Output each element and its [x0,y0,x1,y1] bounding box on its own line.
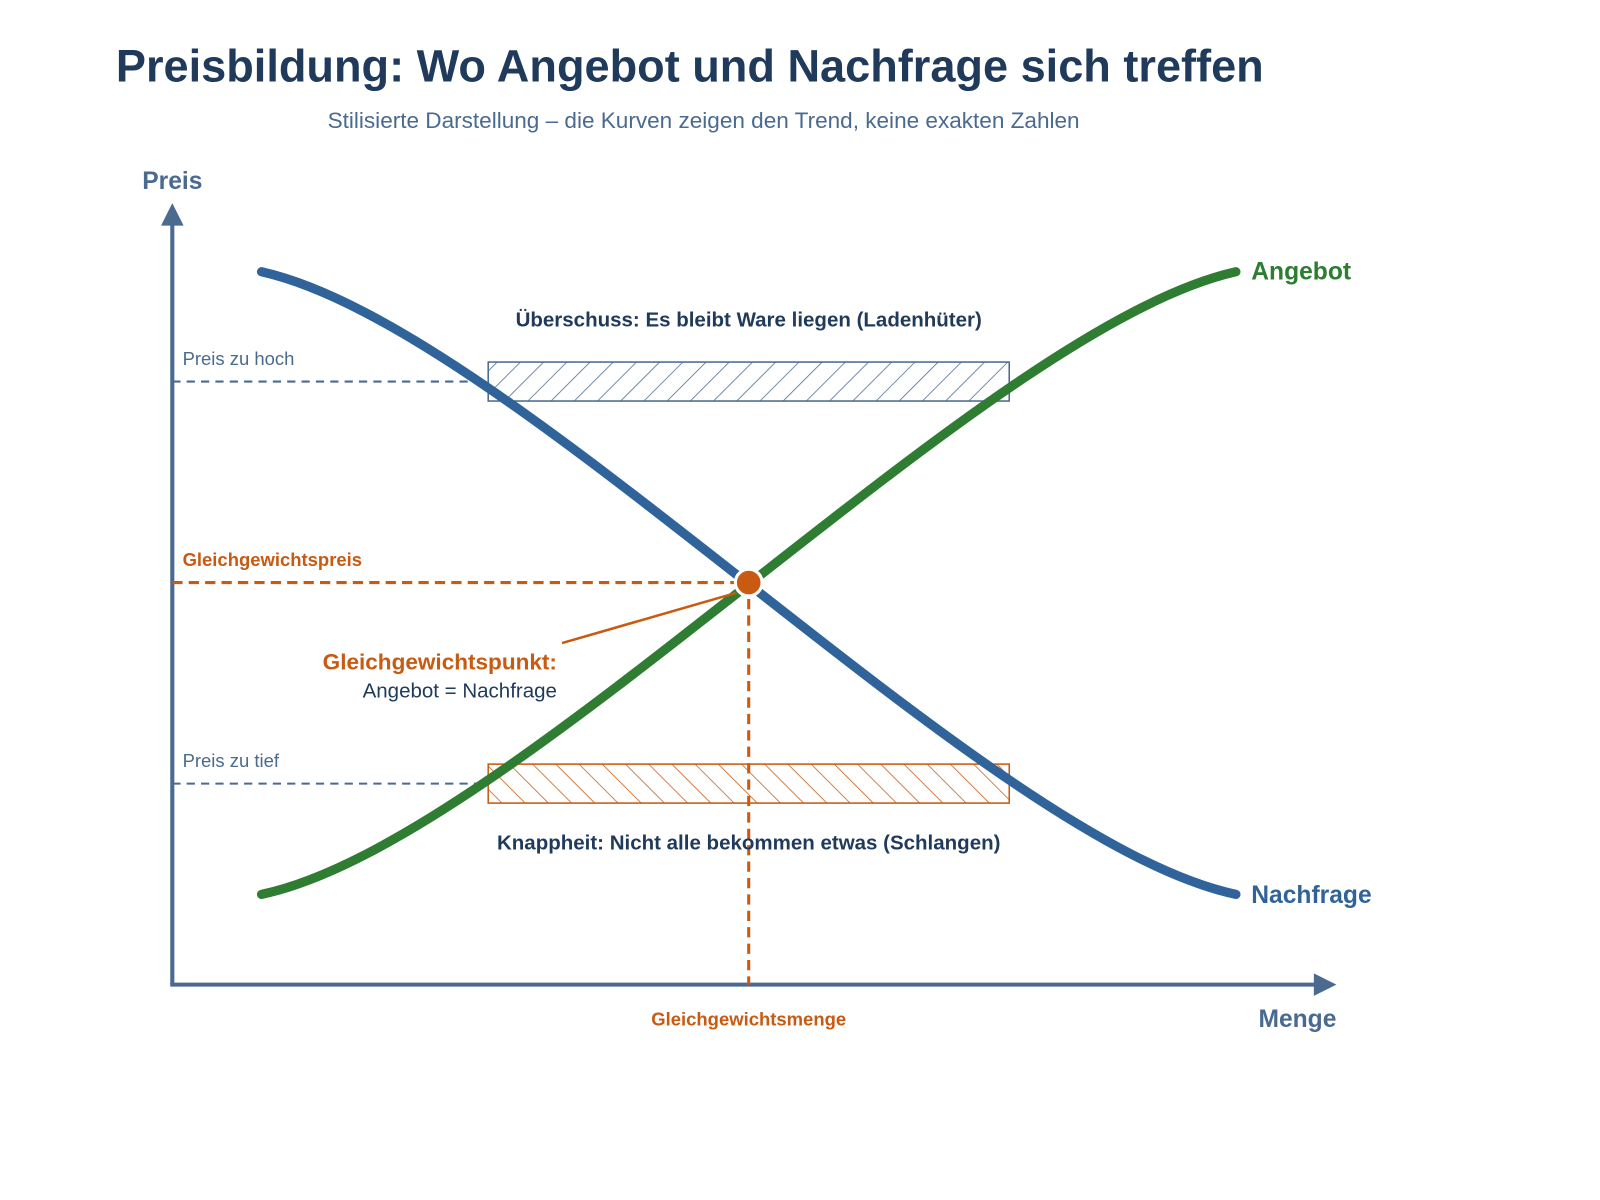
x-axis-label: Menge [1258,1006,1336,1033]
y-axis-arrow [161,203,184,226]
x-axis-arrow [1313,973,1337,996]
demand-label: Nachfrage [1251,882,1371,909]
equilibrium-point-title: Gleichgewichtspunkt: [323,650,557,675]
title: Preisbildung: Wo Angebot und Nachfrage s… [116,41,1264,92]
surplus-zone [487,361,1010,402]
shortage-label: Knappheit: Nicht alle bekommen etwas (Sc… [497,832,1000,855]
y-axis-label: Preis [142,168,202,195]
high-price-label: Preis zu hoch [183,348,295,369]
supply-label: Angebot [1251,258,1351,285]
surplus-label: Überschuss: Es bleibt Ware liegen (Laden… [516,308,982,331]
equilibrium-price-label: Gleichgewichtspreis [183,549,362,570]
equilibrium-point-text: Angebot = Nachfrage [363,680,557,703]
leader-line [561,591,737,645]
equilibrium-quantity-label: Gleichgewichtsmenge [651,1008,846,1029]
subtitle: Stilisierte Darstellung – die Kurven zei… [328,108,1080,133]
low-price-label: Preis zu tief [183,750,280,771]
equilibrium-point [733,567,764,598]
